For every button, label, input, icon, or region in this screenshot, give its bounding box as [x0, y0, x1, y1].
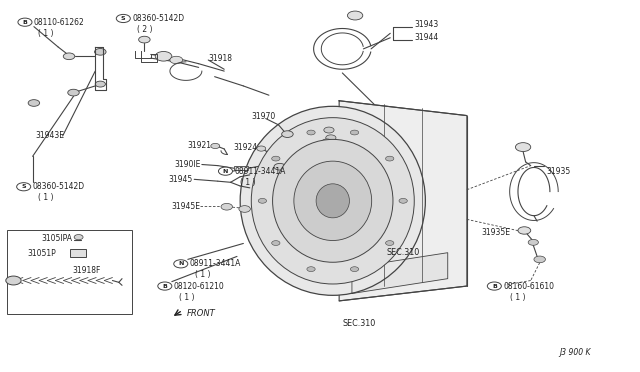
Circle shape	[95, 48, 106, 55]
Circle shape	[95, 81, 106, 87]
Text: 08911-3441A: 08911-3441A	[234, 167, 286, 176]
Text: ( 1 ): ( 1 )	[509, 293, 525, 302]
Text: 31918F: 31918F	[73, 266, 101, 275]
Ellipse shape	[385, 156, 394, 161]
Text: 31935: 31935	[547, 167, 571, 176]
Bar	[7, 231, 132, 314]
Ellipse shape	[399, 198, 407, 203]
Circle shape	[326, 135, 336, 141]
Circle shape	[170, 56, 182, 64]
Text: 3190IE: 3190IE	[174, 160, 201, 169]
Circle shape	[28, 100, 40, 106]
Text: 31945E: 31945E	[172, 202, 201, 211]
Circle shape	[528, 239, 538, 245]
Text: J3 900 K: J3 900 K	[559, 347, 591, 356]
Text: 31945: 31945	[168, 175, 192, 184]
Text: SEC.310: SEC.310	[387, 248, 420, 257]
Text: 31051P: 31051P	[28, 249, 56, 258]
Circle shape	[534, 256, 545, 263]
Circle shape	[324, 127, 334, 133]
Circle shape	[73, 250, 82, 256]
Circle shape	[322, 139, 332, 145]
Text: S: S	[121, 16, 125, 21]
Circle shape	[518, 227, 531, 234]
Text: 31921: 31921	[188, 141, 212, 150]
Circle shape	[68, 89, 79, 96]
Text: 08360-5142D: 08360-5142D	[132, 14, 184, 23]
Text: 08110-61262: 08110-61262	[34, 18, 84, 27]
Text: N: N	[178, 261, 184, 266]
Circle shape	[158, 282, 172, 290]
Circle shape	[74, 235, 83, 240]
Text: B: B	[163, 283, 167, 289]
Ellipse shape	[259, 198, 266, 203]
Text: 31924: 31924	[234, 142, 258, 151]
Text: 08120-61210: 08120-61210	[173, 282, 225, 291]
Text: ( 1 ): ( 1 )	[38, 193, 53, 202]
Text: 31970: 31970	[252, 112, 276, 121]
Circle shape	[257, 146, 266, 151]
Text: 31943: 31943	[415, 20, 439, 29]
Text: SEC.310: SEC.310	[342, 319, 376, 328]
Text: 31935E: 31935E	[481, 228, 511, 237]
Text: ( 1 ): ( 1 )	[179, 293, 195, 302]
Ellipse shape	[272, 241, 280, 246]
Text: 08360-5142D: 08360-5142D	[33, 182, 84, 191]
Text: 31918: 31918	[209, 54, 233, 63]
Ellipse shape	[350, 267, 358, 272]
Text: N: N	[223, 169, 228, 174]
Ellipse shape	[316, 184, 349, 218]
Circle shape	[348, 11, 363, 20]
Circle shape	[282, 131, 293, 137]
Text: 08911-3441A: 08911-3441A	[189, 259, 241, 268]
Text: ( 1 ): ( 1 )	[239, 178, 255, 187]
Circle shape	[221, 203, 232, 210]
Ellipse shape	[252, 118, 414, 284]
Ellipse shape	[272, 156, 280, 161]
Bar	[70, 249, 86, 257]
Text: B: B	[22, 20, 28, 25]
Polygon shape	[352, 253, 448, 294]
Polygon shape	[339, 101, 467, 301]
Circle shape	[239, 206, 250, 212]
Ellipse shape	[350, 130, 358, 135]
Ellipse shape	[307, 130, 315, 135]
Circle shape	[139, 36, 150, 43]
Ellipse shape	[307, 267, 315, 272]
Circle shape	[156, 51, 172, 61]
Circle shape	[274, 163, 285, 170]
Text: B: B	[492, 283, 497, 289]
Text: 3105IPA: 3105IPA	[41, 234, 72, 243]
Circle shape	[6, 276, 21, 285]
Circle shape	[17, 183, 31, 191]
Bar	[234, 166, 248, 170]
Text: ( 2 ): ( 2 )	[137, 25, 152, 34]
Circle shape	[218, 167, 232, 175]
Ellipse shape	[385, 241, 394, 246]
Ellipse shape	[273, 140, 393, 262]
Text: ( 1 ): ( 1 )	[195, 270, 211, 279]
Ellipse shape	[294, 161, 372, 241]
Text: 08160-61610: 08160-61610	[503, 282, 554, 291]
Circle shape	[515, 142, 531, 151]
Circle shape	[211, 143, 220, 148]
Text: S: S	[21, 184, 26, 189]
Circle shape	[63, 53, 75, 60]
Circle shape	[18, 18, 32, 26]
Circle shape	[116, 15, 131, 23]
Text: ( 1 ): ( 1 )	[38, 29, 53, 38]
Text: 31943E: 31943E	[36, 131, 65, 141]
Ellipse shape	[240, 106, 426, 295]
Text: FRONT: FRONT	[187, 310, 216, 318]
Circle shape	[173, 260, 188, 268]
Text: 31944: 31944	[415, 33, 439, 42]
Circle shape	[487, 282, 501, 290]
